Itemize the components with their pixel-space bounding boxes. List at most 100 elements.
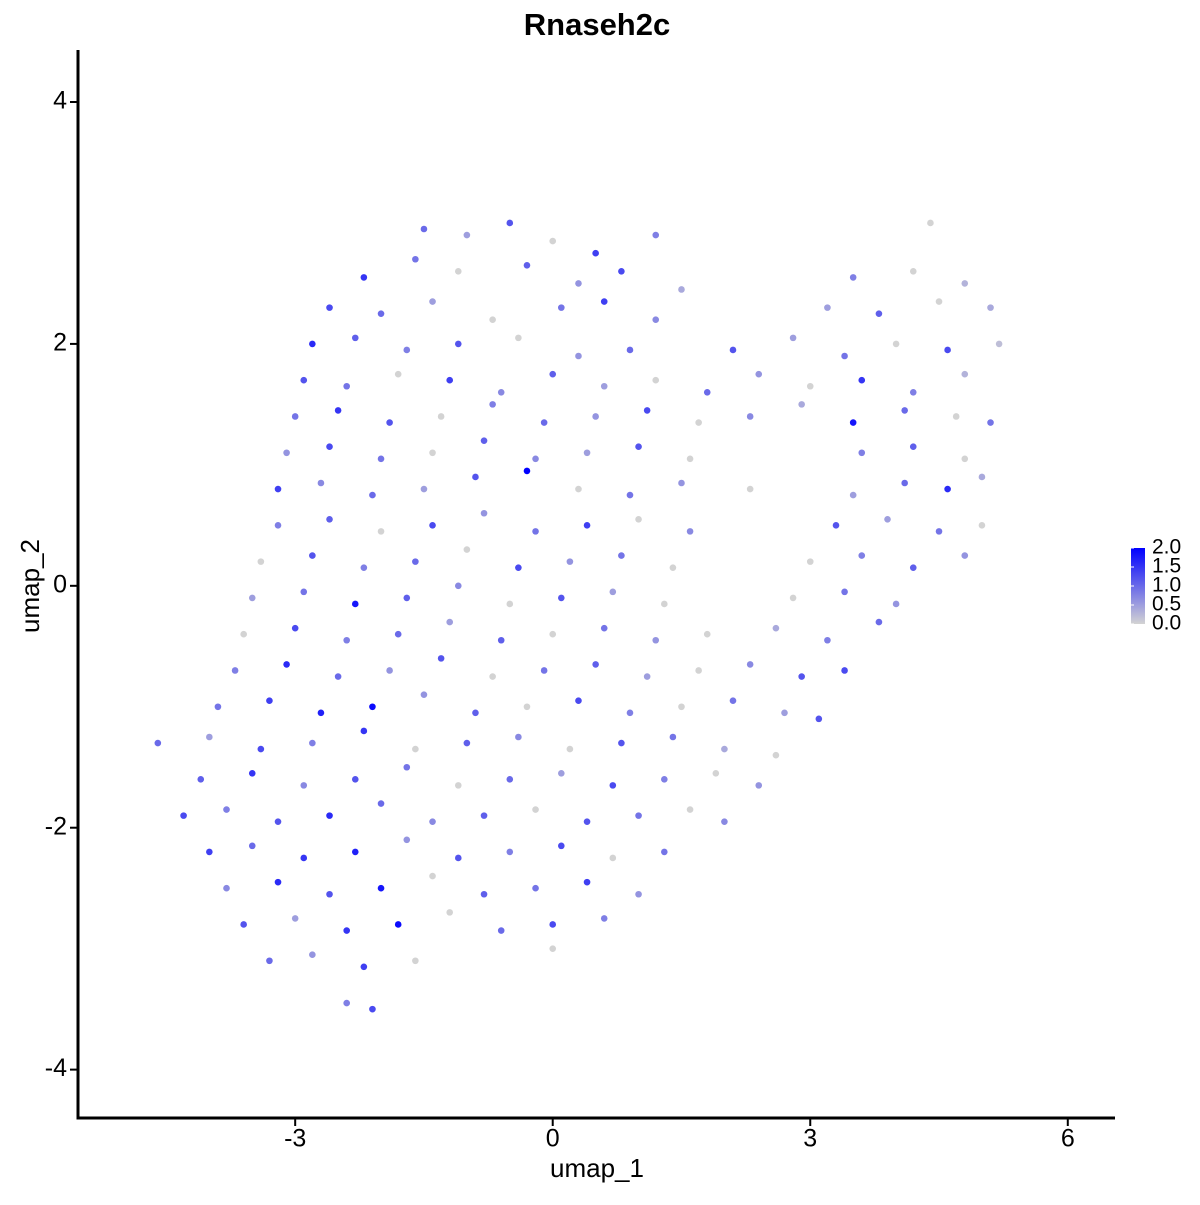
point: [309, 340, 316, 348]
y-axis-label: umap_2: [15, 539, 45, 633]
point: [351, 600, 359, 608]
point: [789, 334, 797, 342]
point: [412, 957, 419, 965]
point: [429, 818, 436, 825]
point: [454, 782, 462, 789]
point: [489, 673, 496, 680]
point: [652, 376, 660, 384]
point: [360, 274, 368, 281]
point: [575, 697, 582, 705]
point: [480, 812, 488, 819]
point: [729, 697, 737, 705]
point: [712, 769, 720, 777]
point: [386, 419, 393, 426]
point: [703, 630, 711, 638]
point: [600, 382, 608, 390]
point: [652, 316, 660, 324]
point: [326, 443, 333, 451]
point: [772, 624, 780, 632]
x-tick-label: 6: [1061, 1125, 1075, 1153]
point: [841, 667, 848, 674]
point: [558, 769, 565, 777]
point: [231, 667, 239, 674]
point: [532, 455, 539, 463]
point: [935, 298, 943, 305]
point: [703, 388, 711, 396]
point: [961, 552, 969, 559]
point: [618, 268, 625, 275]
x-tick-label: 0: [546, 1125, 560, 1153]
point: [523, 467, 531, 475]
point: [420, 225, 428, 233]
point: [369, 491, 376, 499]
point: [583, 818, 591, 825]
point: [472, 473, 479, 481]
point: [506, 600, 514, 608]
point: [566, 745, 574, 753]
point: [635, 515, 642, 523]
point: [351, 776, 359, 783]
point: [403, 763, 411, 771]
point: [412, 745, 419, 753]
point: [454, 854, 462, 862]
point: [497, 927, 505, 934]
point: [377, 800, 385, 807]
point: [274, 485, 282, 493]
point: [429, 522, 436, 529]
point: [532, 806, 539, 813]
point: [944, 346, 951, 354]
point: [952, 413, 960, 420]
point: [429, 298, 436, 305]
point: [515, 334, 522, 342]
x-tick-label: -3: [284, 1125, 306, 1153]
point: [575, 485, 582, 493]
point: [558, 842, 565, 850]
point: [309, 739, 316, 747]
point: [789, 594, 797, 602]
point: [832, 522, 840, 529]
point: [515, 564, 522, 571]
point: [798, 673, 805, 680]
point: [326, 515, 333, 523]
point: [875, 618, 883, 626]
point: [995, 340, 1003, 348]
point: [909, 443, 917, 451]
point: [755, 370, 763, 378]
point: [618, 739, 625, 747]
point: [695, 667, 702, 674]
point: [987, 304, 994, 311]
point: [343, 999, 350, 1007]
point: [257, 558, 265, 565]
point: [497, 636, 505, 644]
point: [927, 219, 934, 227]
point: [961, 455, 969, 463]
point: [549, 370, 557, 378]
point: [609, 588, 617, 596]
point: [463, 231, 471, 239]
point: [197, 776, 205, 783]
point: [935, 528, 943, 535]
point: [429, 449, 436, 457]
point: [403, 346, 411, 354]
colorbar-label: 0.0: [1152, 612, 1181, 635]
point: [343, 927, 350, 934]
point: [841, 352, 848, 360]
point: [266, 957, 273, 965]
point: [635, 890, 642, 898]
point: [540, 667, 548, 674]
point: [558, 594, 565, 602]
point: [678, 703, 685, 711]
point: [506, 848, 514, 856]
colorbar-label: 0.5: [1152, 593, 1181, 616]
point: [849, 419, 857, 426]
point: [300, 588, 308, 596]
point: [300, 854, 308, 862]
point: [334, 673, 342, 680]
point: [326, 890, 333, 898]
point: [489, 401, 496, 408]
point: [824, 304, 831, 311]
point: [266, 697, 273, 705]
point: [944, 485, 951, 493]
point: [901, 407, 908, 414]
